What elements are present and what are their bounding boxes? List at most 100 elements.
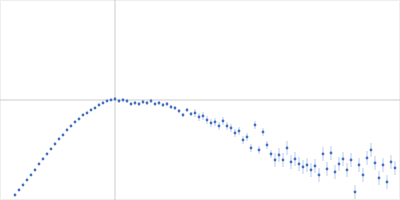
point <box>386 181 389 184</box>
point <box>294 158 297 161</box>
error-bar <box>107 100 108 102</box>
point <box>86 112 89 115</box>
point <box>130 103 133 106</box>
error-bar <box>343 152 344 166</box>
error-bar <box>151 99 152 103</box>
error-bar <box>283 153 284 167</box>
error-bar <box>115 97 116 101</box>
point <box>266 144 269 147</box>
point <box>246 136 249 139</box>
point <box>166 103 169 106</box>
point <box>334 171 337 174</box>
error-bar <box>119 99 120 103</box>
point <box>290 161 293 164</box>
error-bar <box>295 152 296 166</box>
point <box>366 157 369 160</box>
point <box>314 165 317 168</box>
error-bar <box>143 100 144 104</box>
point <box>182 114 185 117</box>
point <box>286 147 289 150</box>
point <box>50 148 53 151</box>
point <box>62 134 65 137</box>
error-bar <box>291 155 292 169</box>
error-bar <box>275 153 276 167</box>
error-bar <box>43 158 44 160</box>
point <box>210 122 213 125</box>
error-bar <box>15 194 16 196</box>
error-bar <box>327 162 328 176</box>
error-bar <box>315 159 316 173</box>
error-bar <box>239 127 240 135</box>
error-bar <box>167 102 168 106</box>
point <box>282 159 285 162</box>
point <box>142 101 145 104</box>
grid-line <box>0 100 400 101</box>
point <box>238 130 241 133</box>
error-bar <box>287 141 288 155</box>
error-bar <box>99 104 100 106</box>
point <box>346 169 349 172</box>
point <box>358 164 361 167</box>
error-bar <box>123 98 124 102</box>
error-bar <box>231 124 232 132</box>
error-bar <box>375 156 376 170</box>
error-bar <box>199 113 200 121</box>
point <box>78 118 81 121</box>
point <box>94 107 97 110</box>
point <box>90 109 93 112</box>
point <box>202 115 205 118</box>
point <box>326 168 329 171</box>
point <box>22 184 25 187</box>
error-bar <box>223 117 224 125</box>
error-bar <box>335 165 336 179</box>
point <box>174 107 177 110</box>
error-bar <box>91 109 92 111</box>
error-bar <box>191 112 192 116</box>
point <box>306 164 309 167</box>
point <box>222 120 225 123</box>
error-bar <box>263 128 264 136</box>
error-bar <box>171 105 172 109</box>
error-bar <box>251 144 252 152</box>
error-bar <box>47 153 48 155</box>
error-bar <box>187 108 188 112</box>
point <box>150 100 153 103</box>
error-bar <box>363 168 364 182</box>
error-bar <box>163 103 164 107</box>
point <box>106 100 109 103</box>
point <box>198 116 201 119</box>
point <box>390 161 393 164</box>
error-bar <box>67 129 68 131</box>
point <box>46 153 49 156</box>
error-bar <box>95 107 96 109</box>
point <box>218 125 221 128</box>
point <box>350 159 353 162</box>
error-bar <box>131 102 132 106</box>
error-bar <box>179 109 180 113</box>
point <box>234 132 237 135</box>
point <box>42 158 45 161</box>
error-bar <box>387 175 388 189</box>
point <box>370 149 373 152</box>
error-bar <box>255 121 256 129</box>
error-bar <box>247 133 248 141</box>
point <box>354 191 357 194</box>
error-bar <box>351 153 352 167</box>
error-bar <box>243 136 244 144</box>
point <box>186 109 189 112</box>
point <box>38 163 41 166</box>
point <box>146 102 149 105</box>
point <box>214 121 217 124</box>
error-bar <box>331 146 332 160</box>
error-bar <box>195 109 196 117</box>
error-bar <box>307 158 308 172</box>
point <box>394 167 397 170</box>
error-bar <box>299 157 300 171</box>
point <box>14 194 17 197</box>
point <box>250 147 253 150</box>
point <box>74 121 77 124</box>
point <box>30 174 33 177</box>
point <box>330 152 333 155</box>
point <box>254 124 257 127</box>
error-bar <box>303 160 304 174</box>
